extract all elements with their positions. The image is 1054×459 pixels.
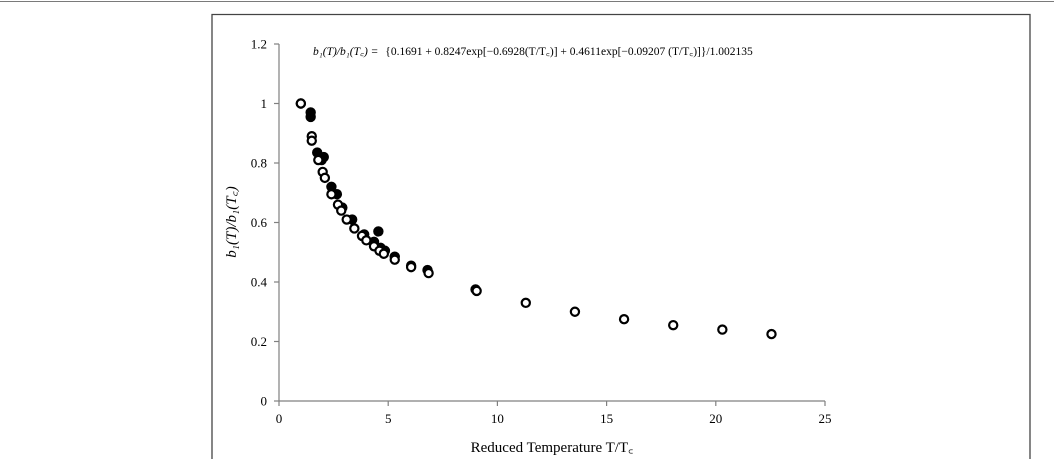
equation-annotation: b₁(T)/b₁(T꜀) = {0.1691 + 0.8247exp[−0.69… xyxy=(313,46,753,58)
y-tick-label: 0 xyxy=(261,394,268,409)
x-tick-label: 25 xyxy=(819,411,832,426)
chart-area-border xyxy=(211,13,1031,459)
open-data-point xyxy=(569,306,581,317)
open-data-point xyxy=(766,328,777,340)
open-data-point xyxy=(319,172,331,184)
y-tick-label: 0.2 xyxy=(251,334,267,349)
y-tick-label: 0.8 xyxy=(251,156,267,171)
open-data-point xyxy=(668,319,679,331)
open-data-point xyxy=(389,254,400,265)
open-data-point xyxy=(313,154,324,166)
filled-data-point xyxy=(373,226,384,237)
x-ticks: 0 5 10 15 20 25 xyxy=(276,401,832,426)
y-tick-label: 1.2 xyxy=(251,37,267,52)
open-data-point xyxy=(361,235,372,246)
x-tick-label: 20 xyxy=(709,411,722,426)
open-data-point xyxy=(471,285,482,297)
y-tick-label: 1 xyxy=(261,96,268,111)
open-data-point xyxy=(295,98,307,109)
y-tick-label: 0.6 xyxy=(251,215,268,230)
open-data-point xyxy=(341,214,352,225)
open-data-point xyxy=(378,248,390,259)
open-data-point xyxy=(717,324,728,335)
x-tick-label: 10 xyxy=(491,411,504,426)
x-tick-label: 5 xyxy=(385,411,392,426)
open-data-point xyxy=(618,313,630,325)
x-tick-label: 0 xyxy=(276,411,283,426)
equation-rhs: {0.1691 + 0.8247exp[−0.6928(T/T꜀)] + 0.4… xyxy=(385,46,753,58)
series-filled-circle xyxy=(295,98,481,295)
y-axis-label: b₁(T)/b₁(T꜀) xyxy=(224,186,240,257)
open-data-point xyxy=(405,261,417,273)
filled-data-point xyxy=(305,111,316,123)
open-data-point xyxy=(326,189,337,200)
open-data-point xyxy=(349,223,360,234)
equation-lhs: b₁(T)/b₁(T꜀) = xyxy=(313,46,378,58)
x-axis-label: Reduced Temperature T/T꜀ xyxy=(471,440,634,456)
open-data-point xyxy=(520,297,531,309)
x-tick-label: 15 xyxy=(600,411,613,426)
series-open-circle xyxy=(295,98,777,340)
y-tick-label: 0.4 xyxy=(251,275,268,290)
open-data-point xyxy=(423,267,434,279)
open-data-point xyxy=(336,205,347,216)
open-data-point xyxy=(306,135,317,146)
y-ticks: 0 0.2 0.4 0.6 0.8 1 1.2 xyxy=(251,37,279,409)
series-layer xyxy=(295,98,777,340)
